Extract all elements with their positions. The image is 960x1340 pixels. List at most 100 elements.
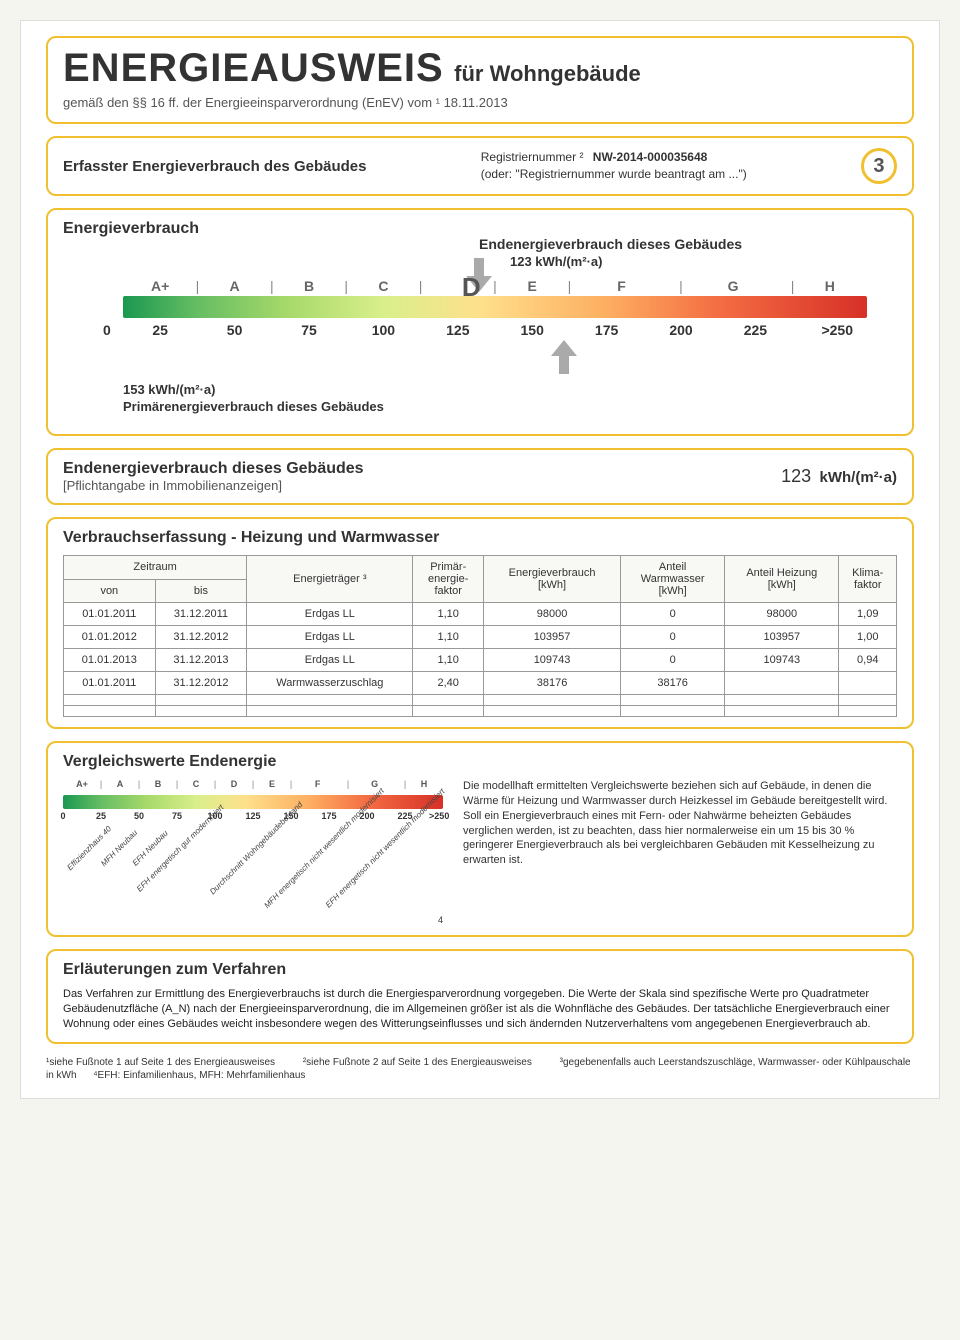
th-to: bis — [155, 579, 247, 603]
grade-b: B — [304, 278, 314, 294]
page: ENERGIEAUSWEIS für Wohngebäude gemäß den… — [20, 20, 940, 1099]
compare-foot4: 4 — [63, 915, 443, 925]
primary-energy-value: 153 kWh/(m²·a) — [123, 382, 897, 397]
th-carrier: Energieträger ³ — [247, 556, 413, 603]
table-cell: Erdgas LL — [247, 649, 413, 672]
reg-value: NW-2014-000035648 — [593, 150, 708, 164]
end-energy-value: 123 kWh/(m²·a) — [510, 254, 602, 269]
table-cell — [621, 695, 725, 706]
tick-50: 50 — [227, 322, 243, 338]
tick-0: 0 — [103, 322, 111, 338]
tick-row: 25 50 75 100 125 150 175 200 225 >250 — [123, 322, 867, 342]
table-cell — [484, 695, 621, 706]
fn1: ¹siehe Fußnote 1 auf Seite 1 des Energie… — [46, 1057, 275, 1068]
grade-h: H — [825, 278, 835, 294]
energy-bar-section: Energieverbrauch Endenergieverbrauch die… — [46, 208, 914, 436]
energy-bar-wrap: Endenergieverbrauch dieses Gebäudes 123 … — [93, 278, 867, 342]
table-cell — [247, 706, 413, 717]
table-cell: 1,10 — [413, 649, 484, 672]
table-cell: Erdgas LL — [247, 603, 413, 626]
table-cell: 109743 — [725, 649, 839, 672]
table-cell: 0 — [621, 626, 725, 649]
th-period: Zeitraum — [64, 556, 247, 580]
consumption-section: Verbrauchserfassung - Heizung und Warmwa… — [46, 517, 914, 729]
tick-225: 225 — [744, 322, 767, 338]
footnotes: ¹siehe Fußnote 1 auf Seite 1 des Energie… — [46, 1056, 914, 1083]
table-cell: 01.01.2013 — [64, 649, 156, 672]
table-cell — [64, 695, 156, 706]
grade-g: G — [728, 278, 739, 294]
reg-label: Registriernummer ² — [481, 150, 584, 164]
end-energy-box-sub: [Pflichtangabe in Immobilienanzeigen] — [63, 478, 364, 493]
table-cell — [247, 695, 413, 706]
table-cell: 01.01.2011 — [64, 603, 156, 626]
table-cell — [155, 706, 247, 717]
table-cell: 1,10 — [413, 626, 484, 649]
end-energy-unit: kWh/(m²·a) — [820, 469, 898, 486]
tick-200: 200 — [669, 322, 692, 338]
grade-e: E — [528, 278, 537, 294]
header-subtitle: gemäß den §§ 16 ff. der Energieeinsparve… — [63, 95, 897, 110]
grade-a: A — [230, 278, 240, 294]
table-cell: 103957 — [484, 626, 621, 649]
tick-100: 100 — [372, 322, 395, 338]
table-cell — [64, 706, 156, 717]
registration-section: Erfasster Energieverbrauch des Gebäudes … — [46, 136, 914, 196]
table-cell — [839, 695, 897, 706]
table-cell: 38176 — [484, 672, 621, 695]
explanation-title: Erläuterungen zum Verfahren — [63, 961, 897, 979]
grade-row: A+ | A | B | C | | E | F | G | H — [123, 278, 867, 296]
table-cell: 0 — [621, 603, 725, 626]
table-cell: 31.12.2013 — [155, 649, 247, 672]
table-row: 01.01.201331.12.2013Erdgas LL1,101097430… — [64, 649, 897, 672]
table-cell — [484, 706, 621, 717]
table-cell: 103957 — [725, 626, 839, 649]
comparison-text: Die modellhaft ermittelten Vergleichswer… — [463, 779, 897, 868]
table-cell: 0 — [621, 649, 725, 672]
tick-125: 125 — [446, 322, 469, 338]
table-cell: 109743 — [484, 649, 621, 672]
table-cell — [839, 706, 897, 717]
reg-note: (oder: "Registriernummer wurde beantragt… — [481, 167, 747, 181]
th-ww: AnteilWarmwasser[kWh] — [621, 556, 725, 603]
table-cell: 2,40 — [413, 672, 484, 695]
end-energy-box-left: Endenergieverbrauch dieses Gebäudes [Pfl… — [63, 460, 364, 493]
grade-f: F — [617, 278, 626, 294]
end-energy-box-value: 123 kWh/(m²·a) — [781, 466, 897, 487]
fn2: ²siehe Fußnote 2 auf Seite 1 des Energie… — [303, 1057, 532, 1068]
table-cell — [725, 672, 839, 695]
comparison-title: Vergleichswerte Endenergie — [63, 753, 897, 771]
title-main: ENERGIEAUSWEIS — [63, 46, 444, 90]
energy-gradient-bar — [123, 296, 867, 318]
reg-left-label: Erfasster Energieverbrauch des Gebäudes — [63, 158, 366, 175]
th-cons: Energieverbrauch[kWh] — [484, 556, 621, 603]
table-cell: 1,09 — [839, 603, 897, 626]
tick-250: >250 — [821, 322, 853, 338]
mini-diagonal-labels: Effizienzhaus 40MFH NeubauEFH NeubauEFH … — [63, 825, 443, 915]
table-cell: 38176 — [621, 672, 725, 695]
end-energy-box: Endenergieverbrauch dieses Gebäudes [Pfl… — [46, 448, 914, 505]
table-cell: 1,00 — [839, 626, 897, 649]
mini-grades: A+ | A | B | C | D | E | F | G | H — [63, 779, 443, 793]
th-cf: Klima-faktor — [839, 556, 897, 603]
th-heat: Anteil Heizung[kWh] — [725, 556, 839, 603]
table-cell: 01.01.2012 — [64, 626, 156, 649]
table-row: 01.01.201231.12.2012Erdgas LL1,101039570… — [64, 626, 897, 649]
explanation-section: Erläuterungen zum Verfahren Das Verfahre… — [46, 949, 914, 1044]
grade-aplus: A+ — [151, 278, 169, 294]
table-cell: 98000 — [484, 603, 621, 626]
tick-75: 75 — [301, 322, 317, 338]
table-cell — [155, 695, 247, 706]
table-cell: 31.12.2012 — [155, 672, 247, 695]
th-from: von — [64, 579, 156, 603]
reg-mid: Registriernummer ² NW-2014-000035648 (od… — [481, 149, 747, 183]
explanation-text: Das Verfahren zur Ermittlung des Energie… — [63, 987, 897, 1032]
th-pef: Primär-energie-faktor — [413, 556, 484, 603]
consumption-title: Verbrauchserfassung - Heizung und Warmwa… — [63, 529, 897, 547]
table-cell — [725, 706, 839, 717]
page-number: 3 — [861, 148, 897, 184]
title-sub: für Wohngebäude — [454, 61, 641, 86]
comparison-wrap: A+ | A | B | C | D | E | F | G | H — [63, 779, 897, 925]
end-energy-box-title: Endenergieverbrauch dieses Gebäudes — [63, 460, 364, 478]
table-cell — [413, 695, 484, 706]
